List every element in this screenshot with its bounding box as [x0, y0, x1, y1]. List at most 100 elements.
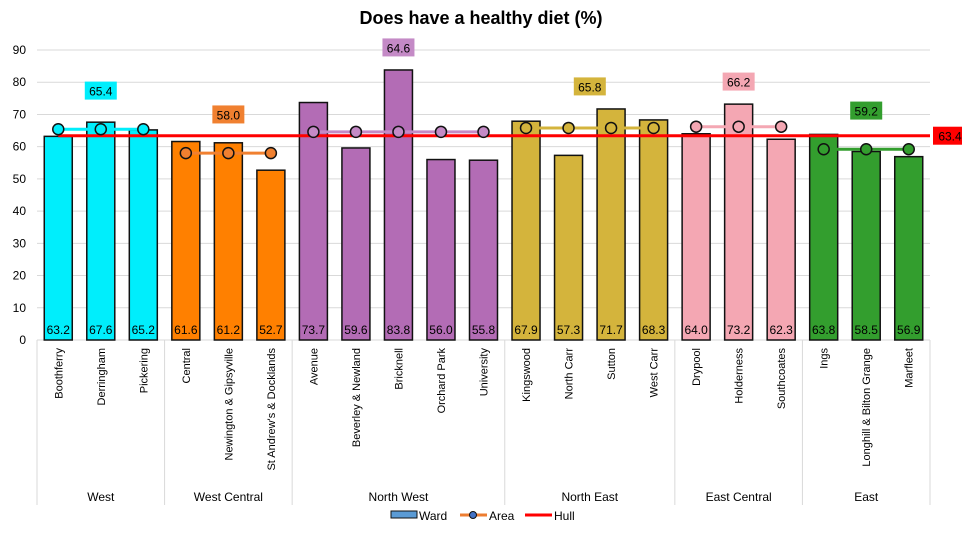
ward-label: Kingswood — [521, 348, 533, 402]
group-label: North West — [369, 490, 429, 504]
bar-data-label: 61.6 — [174, 323, 198, 337]
area-label-box — [573, 77, 606, 96]
area-label-box — [850, 101, 883, 120]
bar-data-label: 71.7 — [599, 323, 623, 337]
legend-area-marker — [469, 511, 477, 519]
bar-data-label: 73.7 — [302, 323, 326, 337]
ward-label: Derringham — [96, 348, 108, 405]
legend-ward-swatch — [390, 510, 418, 519]
bar-data-label: 59.6 — [344, 323, 368, 337]
area-label: 65.8 — [578, 80, 602, 94]
area-marker — [222, 146, 235, 160]
area-marker — [52, 123, 65, 136]
hull-label-box — [933, 126, 962, 145]
ward-label: Holderness — [734, 348, 746, 404]
ward-label: University — [479, 348, 491, 397]
bar-longhill-bilton-grange — [851, 150, 881, 341]
ward-label: Bricknell — [393, 348, 405, 390]
area-marker — [689, 120, 703, 133]
bar-data-label: 63.2 — [47, 323, 71, 337]
bar-data-label: 58.5 — [855, 323, 879, 337]
bar-data-label: 56.0 — [429, 323, 453, 337]
bar-university — [468, 159, 499, 341]
area-marker — [774, 120, 788, 133]
bar-beverley-newland — [341, 147, 371, 341]
bar-data-label: 52.7 — [259, 323, 283, 337]
chart-title: Does have a healthy diet (%) — [359, 8, 603, 28]
y-tick-label: 0 — [19, 333, 26, 347]
legend-ward-label: Ward — [419, 509, 447, 523]
area-marker — [604, 121, 618, 135]
area-label-box — [84, 81, 117, 100]
bar-sutton — [596, 108, 626, 341]
ward-label: Beverley & Newland — [351, 348, 363, 447]
area-label: 58.0 — [217, 108, 241, 122]
y-tick-label: 30 — [13, 236, 27, 250]
ward-label: Drypool — [691, 348, 703, 386]
ward-label: Southcoates — [776, 348, 788, 410]
bar-data-label: 67.9 — [514, 323, 538, 337]
y-tick-label: 80 — [13, 75, 27, 89]
bar-data-label: 68.3 — [642, 323, 666, 337]
bar-data-label: 62.3 — [769, 323, 793, 337]
ward-label: Marfleet — [904, 348, 916, 388]
bar-kingswood — [511, 120, 541, 341]
y-tick-label: 40 — [13, 204, 27, 218]
area-marker — [647, 121, 660, 135]
y-tick-label: 20 — [13, 269, 27, 283]
ward-label: Orchard Park — [436, 348, 448, 414]
ward-label: North Carr — [564, 348, 576, 400]
area-marker — [392, 125, 405, 139]
area-marker — [137, 123, 150, 136]
area-marker — [562, 121, 575, 135]
bar-bricknell — [383, 69, 414, 341]
area-label: 59.2 — [855, 105, 879, 119]
bar-data-label: 61.2 — [217, 323, 241, 337]
ward-label: Central — [181, 348, 193, 383]
bar-data-label: 63.8 — [812, 323, 836, 337]
bar-avenue — [298, 101, 329, 341]
area-marker — [732, 120, 745, 133]
ward-label: St Andrew's & Docklands — [266, 348, 278, 471]
area-marker — [817, 142, 830, 156]
area-marker — [94, 123, 108, 136]
area-marker — [349, 125, 363, 139]
group-label: West Central — [194, 490, 263, 504]
area-marker — [519, 121, 533, 135]
area-label: 66.2 — [727, 76, 751, 90]
bar-st-andrew-s-docklands — [256, 169, 286, 341]
bar-marfleet — [893, 155, 924, 341]
y-tick-label: 60 — [13, 140, 27, 154]
group-label: West — [87, 490, 115, 504]
ward-label: Newington & Gipsyville — [223, 348, 235, 461]
y-tick-label: 90 — [13, 43, 27, 57]
bar-drypool — [681, 133, 711, 341]
group-label: East Central — [706, 490, 772, 504]
group-label: North East — [561, 490, 618, 504]
ward-label: Boothferry — [53, 348, 65, 399]
bar-data-label: 57.3 — [557, 323, 581, 337]
y-tick-label: 50 — [13, 172, 27, 186]
bar-southcoates — [766, 138, 796, 341]
area-label: 65.4 — [89, 85, 113, 99]
ward-label: Longhill & Bilton Grange — [861, 348, 873, 467]
bar-boothferry — [43, 135, 74, 341]
area-label: 64.6 — [387, 41, 411, 55]
bar-derringham — [86, 121, 116, 341]
area-marker — [307, 125, 320, 139]
area-label-box — [212, 105, 245, 124]
ward-label: Ings — [819, 348, 831, 369]
bar-newington-gipsyville — [213, 142, 244, 341]
y-tick-label: 70 — [13, 107, 27, 121]
bar-data-label: 73.2 — [727, 323, 751, 337]
ward-label: West Carr — [649, 348, 661, 398]
ward-label: Avenue — [308, 348, 320, 385]
bar-data-label: 67.6 — [89, 323, 113, 337]
y-tick-label: 10 — [13, 301, 27, 315]
bar-north-carr — [553, 154, 584, 341]
bar-ings — [808, 133, 839, 341]
area-marker — [179, 146, 193, 160]
bar-central — [171, 140, 201, 341]
bar-data-label: 83.8 — [387, 323, 411, 337]
